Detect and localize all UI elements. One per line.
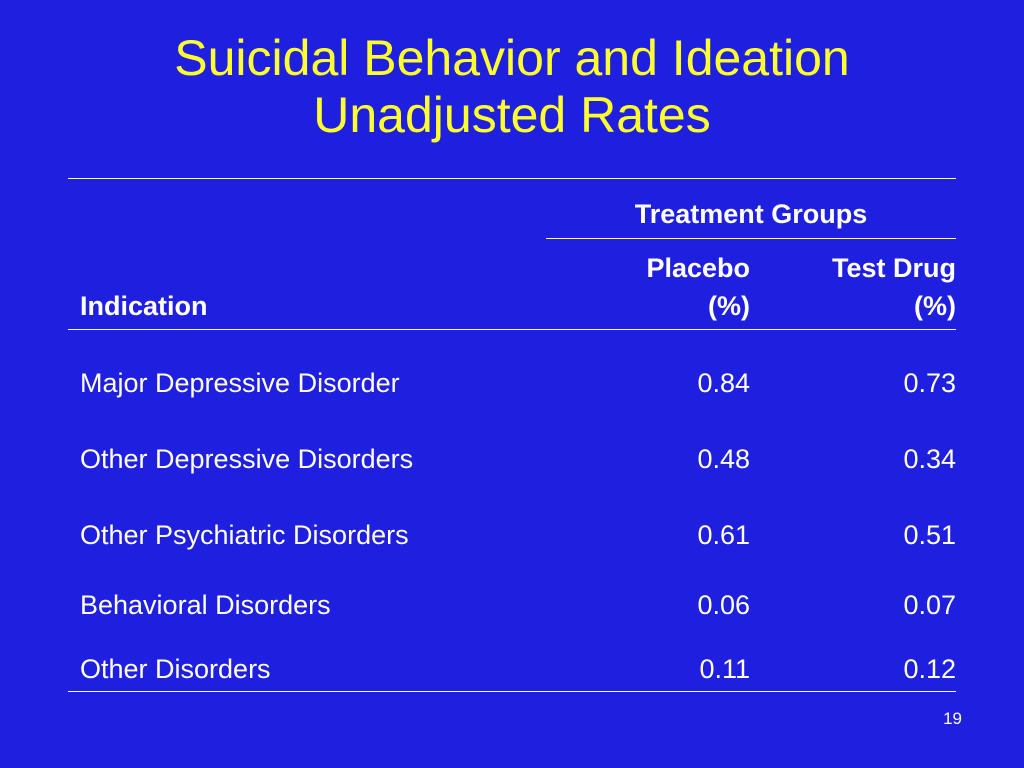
column-header-testdrug-line1: Test Drug [831,253,956,283]
row-indication: Other Depressive Disorders [80,444,414,474]
row-testdrug-value: 0.07 [903,590,956,620]
column-header-rule [68,329,956,330]
row-indication: Other Psychiatric Disorders [80,520,409,550]
table-top-rule [68,178,956,179]
group-header-rule [546,238,956,239]
column-header-placebo-line2: (%) [708,291,750,321]
row-placebo-value: 0.06 [697,590,750,620]
row-indication: Other Disorders [80,654,271,684]
row-testdrug-value: 0.73 [903,368,956,398]
table-bottom-rule [68,691,956,692]
row-testdrug-value: 0.12 [903,654,956,684]
page-number: 19 [943,709,962,728]
treatment-groups-header: Treatment Groups [634,199,868,229]
slide-title: Suicidal Behavior and Ideation Unadjuste… [0,30,1024,144]
column-header-placebo-line1: Placebo [646,253,750,283]
title-line-2: Unadjusted Rates [313,87,711,143]
row-placebo-value: 0.61 [697,520,750,550]
row-testdrug-value: 0.51 [903,520,956,550]
row-placebo-value: 0.84 [697,368,750,398]
row-testdrug-value: 0.34 [903,444,956,474]
title-line-1: Suicidal Behavior and Ideation [174,30,850,86]
row-indication: Behavioral Disorders [80,590,331,620]
column-header-indication: Indication [80,291,208,321]
row-placebo-value: 0.11 [699,654,750,684]
row-indication: Major Depressive Disorder [80,368,400,398]
column-header-testdrug-line2: (%) [914,291,956,321]
row-placebo-value: 0.48 [697,444,750,474]
